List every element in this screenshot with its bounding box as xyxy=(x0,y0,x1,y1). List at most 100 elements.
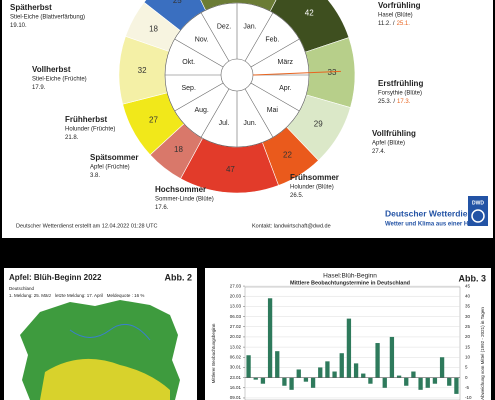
y-tick-label: 13.02 xyxy=(230,344,242,349)
season-plant: Forsythie (Blüte) xyxy=(378,91,422,97)
bar xyxy=(282,377,287,386)
y2-tick-label: 15 xyxy=(465,344,471,349)
season-plant: Hasel (Blüte) xyxy=(378,13,413,19)
bar xyxy=(432,377,438,384)
season-date: 17.9. xyxy=(32,85,46,91)
season-date-mean: 11.2. xyxy=(378,21,391,27)
bar xyxy=(382,377,387,388)
bar xyxy=(411,371,416,378)
season-name: Erstfrühling xyxy=(378,79,423,88)
bar xyxy=(332,371,337,378)
y-tick-label: 09.01 xyxy=(230,395,242,400)
y-tick-label: 30.01 xyxy=(230,365,242,370)
season-date-mean: 25.3. xyxy=(378,99,392,105)
y2-axis-label: Abweichung vom Mittel (1992 - 2021) in T… xyxy=(480,307,485,400)
y-tick-label: 23.01 xyxy=(230,375,242,380)
bar xyxy=(418,377,423,390)
bar xyxy=(454,377,459,394)
season-name: Hochsommer xyxy=(155,185,206,194)
segment-label: 29 xyxy=(314,119,323,128)
season-name: Vollfrühling xyxy=(372,129,416,138)
season-name: Frühsommer xyxy=(290,173,339,182)
bar xyxy=(325,361,330,378)
season-date-mean: 17.6. xyxy=(155,205,169,211)
season-name: Vorfrühling xyxy=(378,1,421,10)
logo-mark: DWD xyxy=(472,200,484,206)
bar xyxy=(260,377,266,384)
logo-line1: Deutscher Wetterdienst xyxy=(385,208,480,218)
bar xyxy=(439,357,445,378)
map-zone xyxy=(40,358,170,400)
month-label: Nov. xyxy=(195,36,209,43)
season-date: 11.2./25.1. xyxy=(378,21,410,27)
season-name: Vollherbst xyxy=(32,65,71,74)
y-tick-label: 27.02 xyxy=(230,324,242,329)
bar xyxy=(253,377,258,380)
bar xyxy=(375,343,380,378)
month-label: Mai xyxy=(267,107,279,114)
y2-tick-label: 10 xyxy=(465,354,471,359)
y2-tick-label: 25 xyxy=(465,324,471,329)
season-date-current: 25.1. xyxy=(397,21,411,27)
segment-label: 32 xyxy=(138,66,147,75)
y2-tick-label: 35 xyxy=(465,304,471,309)
season-plant: Apfel (Früchte) xyxy=(90,165,130,171)
bar xyxy=(353,363,359,378)
bar xyxy=(361,373,366,378)
season-plant: Stiel-Eiche (Blattverfärbung) xyxy=(10,15,85,21)
season-plant: Apfel (Blüte) xyxy=(372,141,405,147)
season-date-mean: 17.9. xyxy=(32,85,46,91)
bar xyxy=(267,298,273,378)
month-label: März xyxy=(278,59,294,66)
segment-label: 33 xyxy=(328,68,337,77)
contact: Kontakt: landwirtschaft@dwd.de xyxy=(252,223,331,229)
season-date-sep: / xyxy=(393,99,395,105)
season-date-mean: 21.8. xyxy=(65,135,79,141)
y2-tick-label: 30 xyxy=(465,314,471,319)
y2-tick-label: 45 xyxy=(465,283,471,288)
map-info: 1. Meldung: 25. März letzte Meldung: 17.… xyxy=(9,293,144,298)
segment-label: 18 xyxy=(174,145,183,154)
current-date-line xyxy=(252,70,341,76)
y-axis-label: Mittlerer Beobachtungsbeginn xyxy=(211,323,216,383)
season-date: 25.3./17.3. xyxy=(378,99,411,105)
segment-label: 27 xyxy=(149,115,158,124)
bar xyxy=(303,377,309,382)
map-figure-label: Abb. 2 xyxy=(164,272,192,282)
bar xyxy=(310,377,316,388)
bar xyxy=(389,336,395,378)
y-tick-label: 06.03 xyxy=(230,314,242,319)
bar xyxy=(275,351,280,378)
bar xyxy=(368,377,373,384)
segment-label: 25 xyxy=(173,0,182,5)
season-date: 21.8. xyxy=(65,135,79,141)
season-name: Frühherbst xyxy=(65,115,108,124)
month-label: Feb. xyxy=(265,36,279,43)
y2-tick-label: -5 xyxy=(465,385,469,390)
y2-tick-label: -10 xyxy=(465,395,472,400)
bar xyxy=(447,377,452,386)
month-label: Aug. xyxy=(194,107,208,114)
month-label: Jun. xyxy=(243,120,256,127)
map-title: Apfel: Blüh-Beginn 2022 xyxy=(9,273,102,282)
bar xyxy=(296,369,301,378)
month-label: Jan. xyxy=(243,24,256,31)
map-river xyxy=(69,323,151,341)
season-plant: Stiel-Eiche (Früchte) xyxy=(32,77,87,83)
month-label: Okt. xyxy=(182,59,195,66)
hub xyxy=(220,58,254,92)
bar xyxy=(396,375,402,378)
y2-tick-label: 5 xyxy=(465,365,468,370)
season-name: Spätsommer xyxy=(90,153,138,162)
season-date-mean: 27.4. xyxy=(372,149,386,155)
logo-icon xyxy=(471,209,485,223)
y-tick-label: 27.03 xyxy=(230,283,242,288)
map-region: Deutschland xyxy=(9,286,35,291)
segment-label: 18 xyxy=(149,25,158,34)
y-tick-label: 06.02 xyxy=(230,354,242,359)
season-date: 27.4. xyxy=(372,149,386,155)
figure-label: Abb. 3 xyxy=(458,273,486,283)
y2-tick-label: 40 xyxy=(465,293,471,298)
